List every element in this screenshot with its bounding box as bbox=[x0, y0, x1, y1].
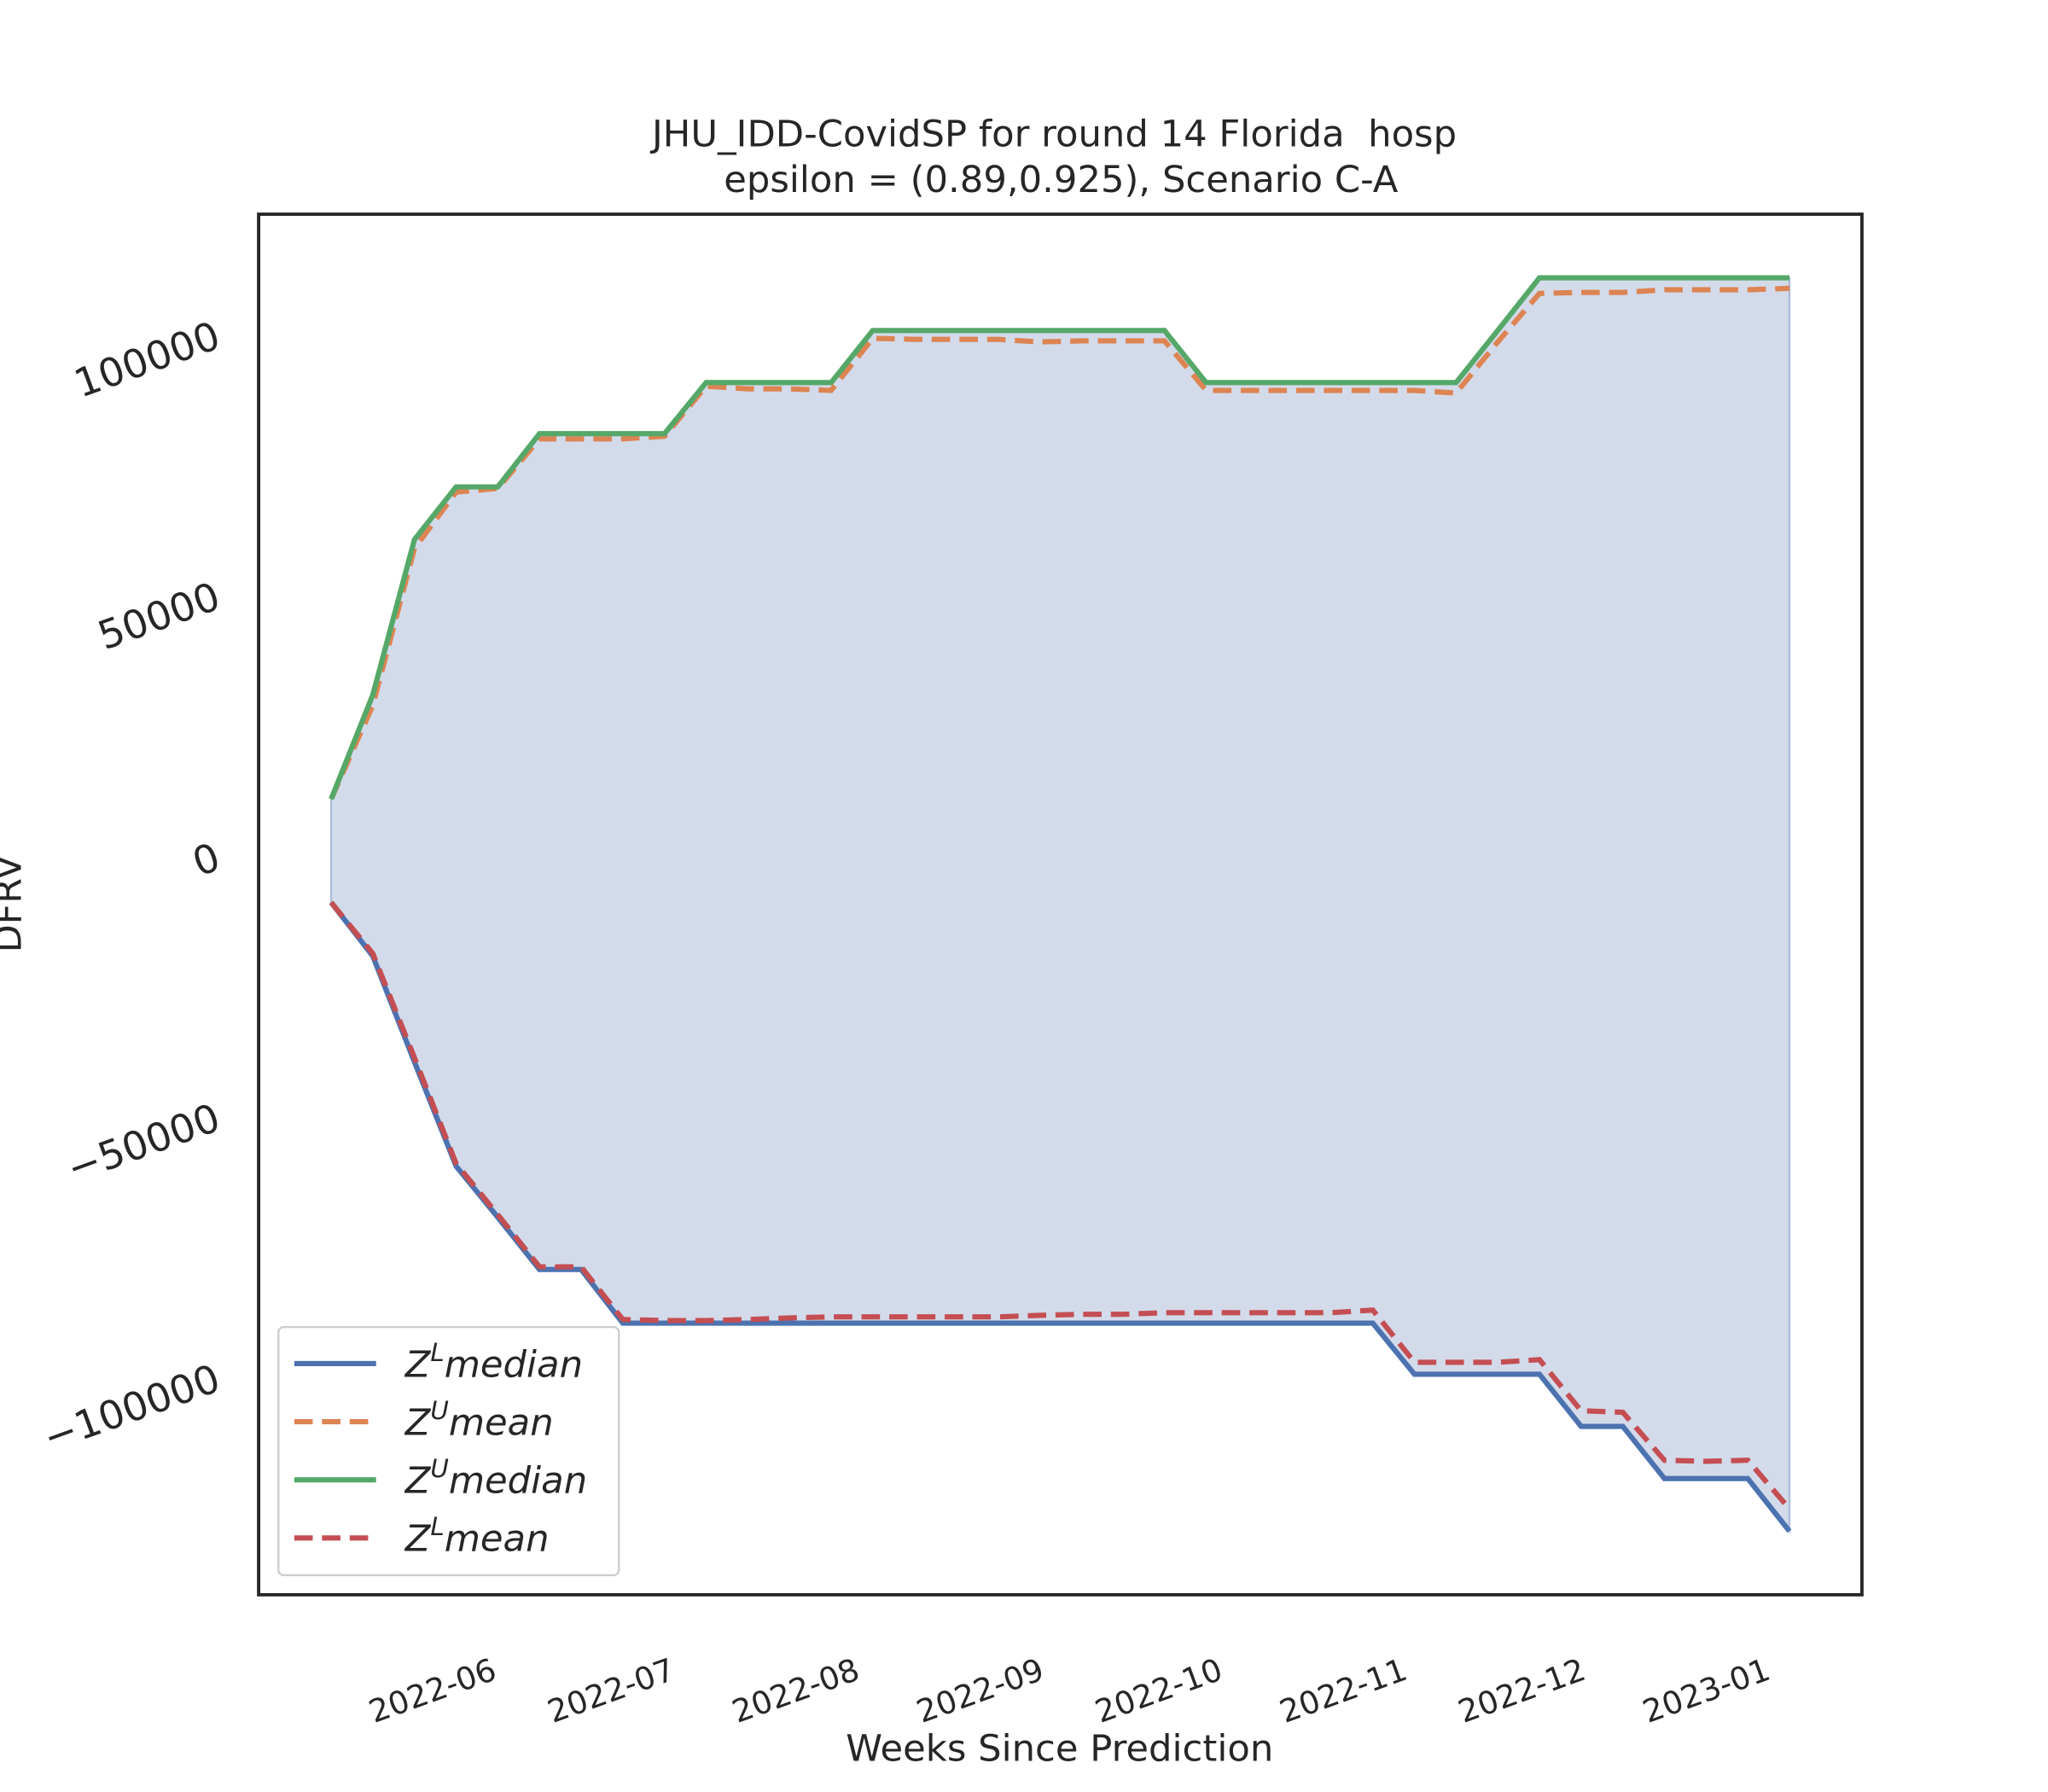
y-tick-label: 50000 bbox=[92, 573, 226, 659]
x-tick-label: 2022-10 bbox=[1091, 1651, 1227, 1731]
x-axis-label: Weeks Since Prediction bbox=[846, 1727, 1273, 1770]
series-line bbox=[329, 900, 1792, 1511]
x-tick-label: 2022-08 bbox=[727, 1651, 864, 1731]
y-tick-label: −50000 bbox=[61, 1095, 226, 1192]
y-axis-label: DFRV bbox=[0, 854, 31, 952]
series-line bbox=[329, 285, 1790, 800]
x-tick-label: 2022-09 bbox=[911, 1651, 1048, 1731]
y-tick-label: 0 bbox=[186, 834, 225, 885]
legend-label: ZUmedian bbox=[404, 1454, 587, 1502]
legend-label: ZLmedian bbox=[404, 1338, 583, 1386]
x-tick-label: 2022-11 bbox=[1275, 1651, 1411, 1731]
legend-box bbox=[277, 1325, 620, 1577]
plot-frame bbox=[257, 212, 1864, 1597]
y-tick-label: 100000 bbox=[68, 312, 226, 406]
series-line bbox=[329, 900, 1792, 1533]
x-tick-label: 2022-07 bbox=[543, 1651, 679, 1731]
chart-subtitle: epsilon = (0.89,0.925), Scenario C-A bbox=[724, 159, 1399, 201]
x-tick-label: 2023-01 bbox=[1638, 1651, 1774, 1731]
legend-label: ZLmean bbox=[404, 1512, 550, 1560]
chart-title: JHU_IDD-CovidSP for round 14 Florida hos… bbox=[649, 113, 1457, 156]
x-tick-label: 2022-06 bbox=[364, 1651, 501, 1731]
series-line bbox=[329, 275, 1789, 800]
legend-label: ZUmean bbox=[404, 1396, 554, 1444]
x-tick-label: 2022-12 bbox=[1453, 1651, 1590, 1731]
y-tick-label: −100000 bbox=[37, 1355, 225, 1461]
